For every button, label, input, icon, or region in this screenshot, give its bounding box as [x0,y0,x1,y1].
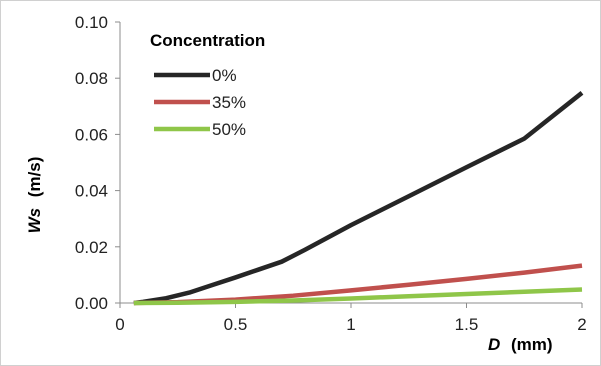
series-line-0pct [133,91,584,306]
x-tick-label: 0 [115,315,124,334]
x-tick-label: 2 [577,315,586,334]
x-ticks: 0 0.5 1 1.5 2 [115,303,587,334]
series-lines [133,91,584,306]
x-tick-label: 1 [346,315,355,334]
legend-label: 50% [212,120,246,139]
y-tick-label: 0.00 [75,294,108,313]
x-axis-label-variable: D [488,335,500,354]
legend: Concentration 0% 35% 50% [150,31,265,139]
x-axis-label: D (mm) [488,335,553,354]
series-line-50pct [133,287,583,306]
y-ticks: 0.00 0.02 0.04 0.06 0.08 0.10 [75,13,120,313]
x-axis-label-unit: (mm) [511,335,553,354]
x-tick-label: 1.5 [455,315,479,334]
y-axis-label-unit: (m/s) [25,157,44,198]
y-axis-label: Ws (m/s) [25,157,44,234]
y-axis-label-variable: Ws [25,208,44,234]
x-tick-label: 0.5 [224,315,248,334]
y-tick-label: 0.06 [75,125,108,144]
legend-label: 35% [212,93,246,112]
y-tick-label: 0.08 [75,69,108,88]
legend-items: 0% 35% 50% [154,66,246,139]
legend-title: Concentration [150,31,265,50]
y-tick-label: 0.02 [75,238,108,257]
legend-label: 0% [212,66,237,85]
y-tick-label: 0.04 [75,182,108,201]
y-tick-label: 0.10 [75,13,108,32]
